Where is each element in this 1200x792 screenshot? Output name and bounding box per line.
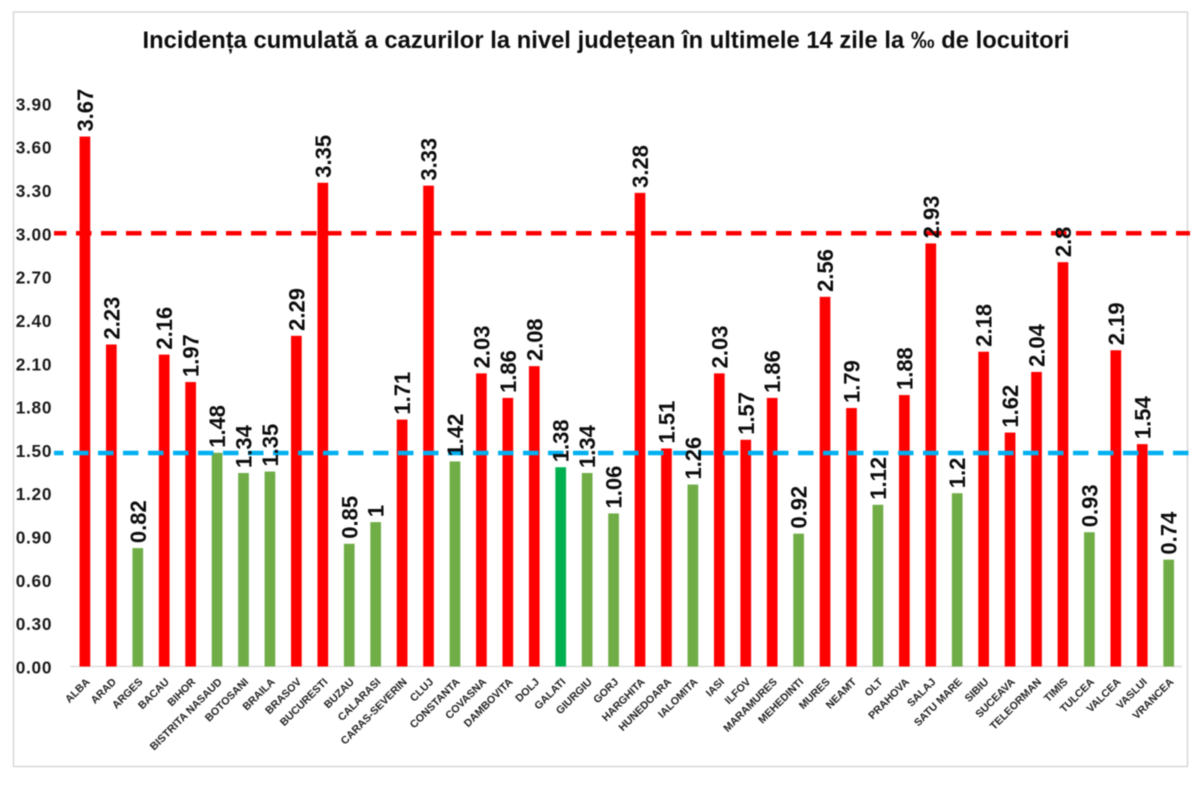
svg-text:1.50: 1.50: [16, 441, 52, 461]
svg-text:2.03: 2.03: [469, 326, 494, 369]
svg-text:0.60: 0.60: [16, 571, 52, 591]
svg-text:1.79: 1.79: [840, 360, 865, 403]
svg-text:2.56: 2.56: [813, 249, 838, 292]
svg-text:1.2: 1.2: [945, 458, 970, 489]
svg-text:3.35: 3.35: [311, 135, 336, 178]
svg-text:1: 1: [364, 505, 389, 517]
svg-text:3.67: 3.67: [73, 89, 98, 132]
svg-text:2.04: 2.04: [1025, 323, 1050, 367]
svg-text:0.85: 0.85: [337, 496, 362, 539]
svg-text:3.30: 3.30: [16, 181, 52, 201]
svg-text:2.03: 2.03: [707, 326, 732, 369]
svg-text:2.16: 2.16: [152, 307, 177, 350]
svg-text:2.8: 2.8: [1051, 227, 1076, 258]
svg-text:0.92: 0.92: [787, 486, 812, 529]
svg-text:1.06: 1.06: [602, 466, 627, 509]
svg-text:1.62: 1.62: [998, 385, 1023, 428]
svg-text:1.38: 1.38: [549, 419, 574, 462]
svg-text:1.51: 1.51: [654, 401, 679, 444]
svg-text:3.60: 3.60: [16, 138, 52, 158]
svg-text:1.42: 1.42: [443, 414, 468, 457]
svg-text:1.48: 1.48: [205, 405, 230, 448]
svg-text:1.34: 1.34: [575, 424, 600, 468]
svg-text:1.20: 1.20: [16, 484, 52, 504]
svg-text:2.93: 2.93: [919, 196, 944, 239]
svg-text:0.90: 0.90: [16, 527, 52, 547]
svg-text:3.33: 3.33: [417, 138, 442, 181]
svg-text:1.97: 1.97: [179, 334, 204, 377]
svg-text:1.86: 1.86: [496, 350, 521, 393]
svg-text:0.30: 0.30: [16, 614, 52, 634]
svg-text:2.70: 2.70: [16, 268, 52, 288]
svg-text:Incidența cumulată a cazurilor: Incidența cumulată a cazurilor la nivel …: [142, 28, 1069, 54]
svg-text:0.93: 0.93: [1077, 484, 1102, 527]
svg-text:2.10: 2.10: [16, 354, 52, 374]
svg-text:2.23: 2.23: [99, 297, 124, 340]
svg-text:2.29: 2.29: [284, 288, 309, 331]
svg-text:1.35: 1.35: [258, 424, 283, 467]
svg-text:0.00: 0.00: [16, 657, 52, 677]
svg-text:2.08: 2.08: [522, 318, 547, 361]
svg-text:2.40: 2.40: [16, 311, 52, 331]
svg-text:3.28: 3.28: [628, 145, 653, 188]
svg-text:1.54: 1.54: [1130, 396, 1155, 440]
svg-text:1.26: 1.26: [681, 437, 706, 480]
svg-text:3.00: 3.00: [16, 224, 52, 244]
svg-text:3.90: 3.90: [16, 94, 52, 114]
svg-text:2.18: 2.18: [972, 304, 997, 347]
svg-text:1.12: 1.12: [866, 457, 891, 500]
svg-text:0.82: 0.82: [126, 500, 151, 543]
svg-text:1.86: 1.86: [760, 350, 785, 393]
svg-text:1.34: 1.34: [232, 424, 257, 468]
svg-text:1.88: 1.88: [892, 347, 917, 390]
svg-text:1.57: 1.57: [734, 392, 759, 435]
svg-text:1.80: 1.80: [16, 398, 52, 418]
svg-text:0.74: 0.74: [1157, 511, 1182, 555]
svg-text:2.19: 2.19: [1104, 302, 1129, 345]
svg-text:1.71: 1.71: [390, 372, 415, 415]
